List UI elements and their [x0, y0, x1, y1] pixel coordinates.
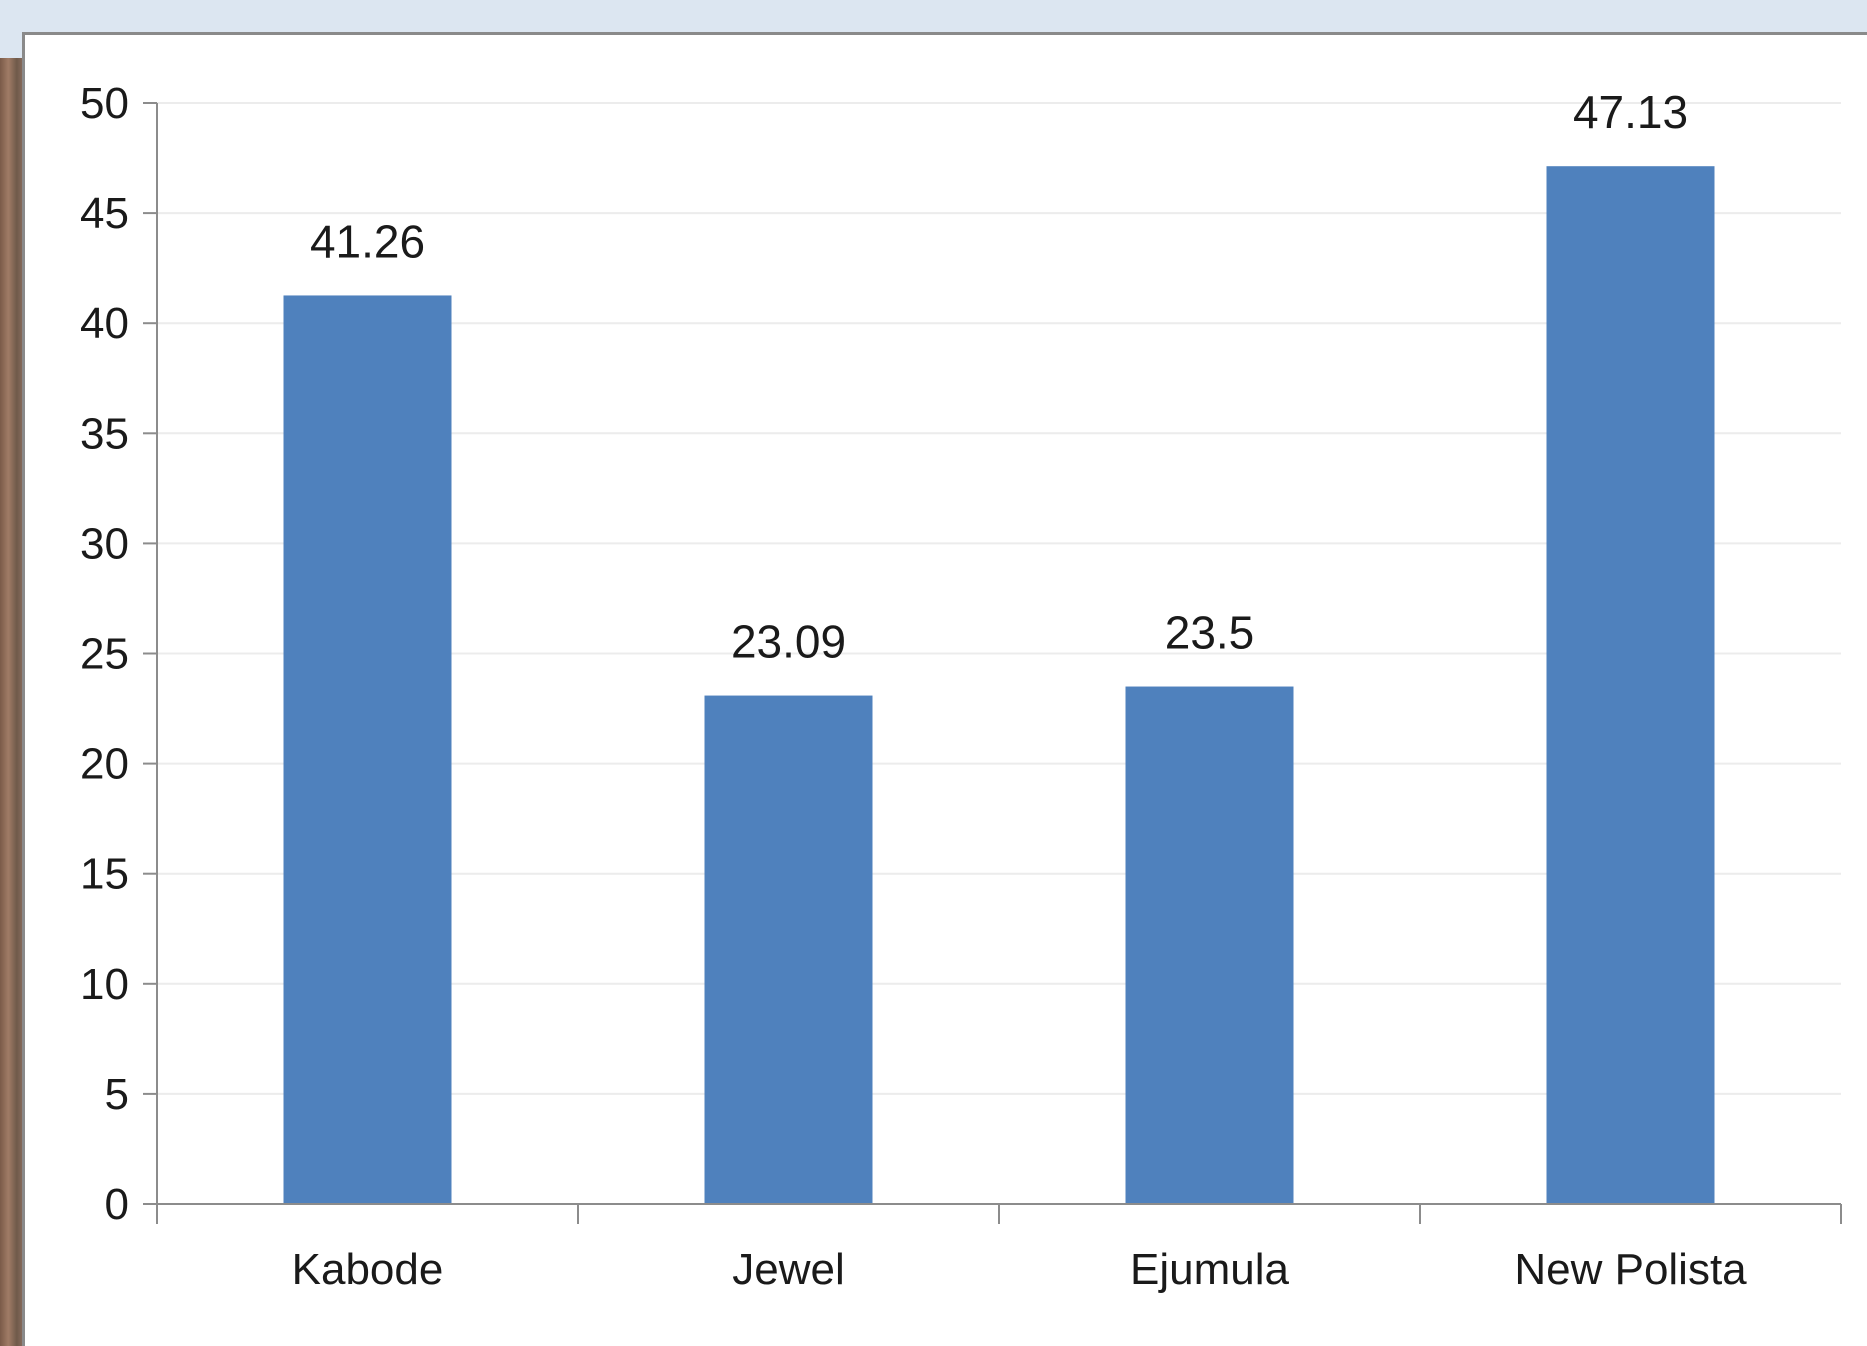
- x-tick-label: Ejumula: [1130, 1245, 1289, 1294]
- y-tick-label: 50: [80, 79, 129, 128]
- data-label: 47.13: [1573, 86, 1688, 138]
- y-tick-label: 35: [80, 409, 129, 458]
- y-tick-label: 45: [80, 189, 129, 238]
- axes: [143, 102, 1842, 1224]
- y-tick-label: 30: [80, 519, 129, 568]
- y-tick-label: 20: [80, 740, 129, 789]
- y-tick-label: 5: [105, 1070, 129, 1119]
- x-tick-label: Jewel: [732, 1245, 845, 1294]
- bar-kabode: [283, 295, 452, 1204]
- y-tick-label: 0: [105, 1180, 129, 1229]
- y-tick-label: 40: [80, 299, 129, 348]
- bar-jewel: [704, 695, 873, 1204]
- bars: [283, 166, 1715, 1205]
- x-tick-label: Kabode: [292, 1245, 444, 1294]
- y-tick-label: 10: [80, 960, 129, 1009]
- y-tick-label: 25: [80, 630, 129, 679]
- data-label: 23.5: [1165, 607, 1255, 659]
- x-tick-label: New Polista: [1514, 1245, 1747, 1294]
- bar-ejumula: [1125, 686, 1294, 1204]
- background-photo-strip: [0, 58, 24, 1346]
- data-label: 41.26: [310, 215, 425, 267]
- bar-new-polista: [1546, 166, 1715, 1205]
- y-tick-label: 15: [80, 850, 129, 899]
- data-label: 23.09: [731, 616, 846, 668]
- labels: 0 5 10 15 20 25 30 35 40 45 50 41.26 Kabode 23.09 Jewe…: [80, 79, 1747, 1294]
